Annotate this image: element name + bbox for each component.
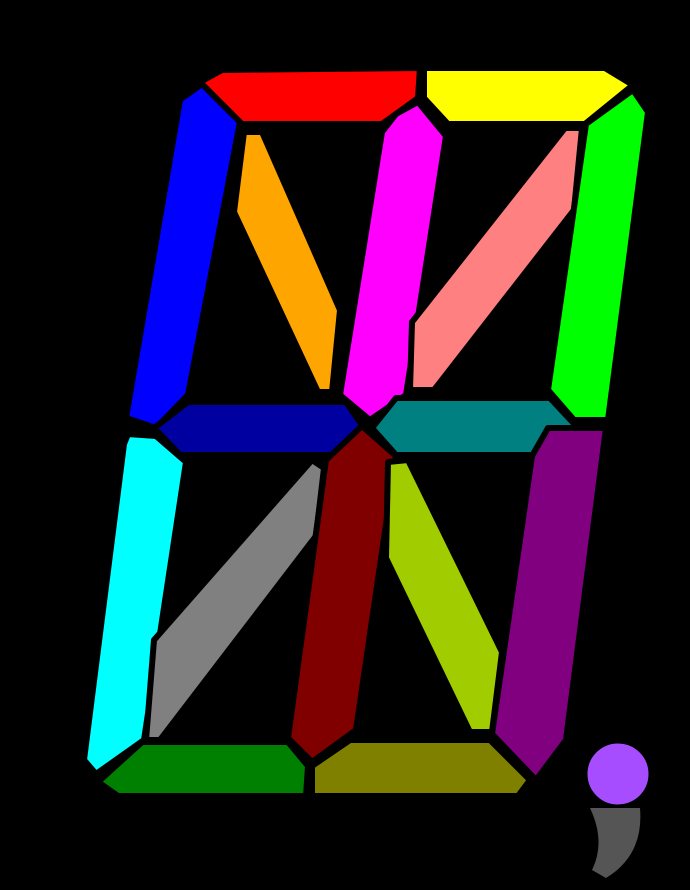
- segment-lower-right-vertical: [489, 425, 609, 783]
- segment-lower-left-vertical: [81, 431, 189, 777]
- segment-upper-right-diagonal: [407, 125, 585, 393]
- segment-lower-center-vertical: [285, 423, 399, 765]
- segment-upper-left-diagonal: [231, 129, 343, 395]
- segment-bottom-right: [309, 737, 533, 799]
- decimal-point: [584, 740, 652, 808]
- comma-tail: [590, 808, 641, 878]
- segment-bottom-left: [95, 739, 311, 799]
- segment-middle-left: [151, 399, 367, 458]
